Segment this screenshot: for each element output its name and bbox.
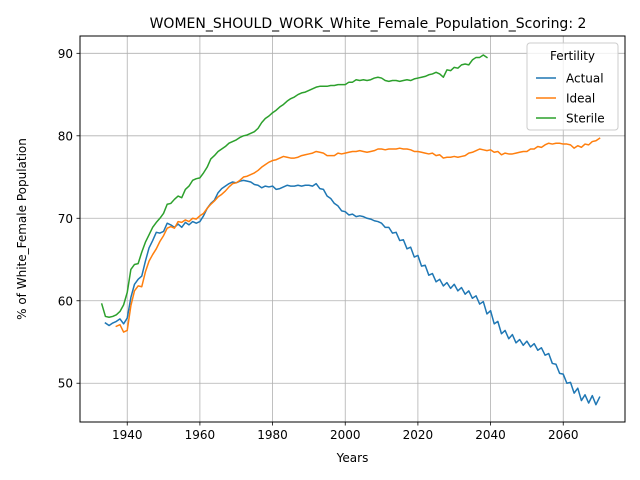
legend-title: Fertility (550, 49, 595, 63)
axis-ticks: 1940 1960 1980 2000 2020 2040 2060 50 60 70 80 90 (58, 47, 579, 442)
x-tick-label: 2060 (548, 428, 579, 442)
series-line-actual (104, 179, 601, 406)
chart-title: WOMEN_SHOULD_WORK_White_Female_Populatio… (150, 16, 587, 32)
x-tick-label: 2000 (330, 428, 361, 442)
grid (80, 36, 625, 422)
y-tick-label: 80 (58, 129, 73, 143)
series-line-sterile (100, 54, 488, 318)
x-tick-label: 2040 (475, 428, 506, 442)
series-lines (100, 54, 601, 406)
legend-box (526, 42, 619, 131)
y-tick-label: 50 (58, 377, 73, 391)
x-tick-label: 1940 (112, 428, 143, 442)
x-tick-label: 1980 (257, 428, 288, 442)
series-line-ideal (115, 137, 601, 333)
legend-label-sterile: Sterile (566, 112, 605, 126)
x-tick-label: 1960 (185, 428, 216, 442)
y-tick-label: 70 (58, 212, 73, 226)
plot-area-frame (79, 35, 626, 423)
y-tick-label: 60 (58, 294, 73, 308)
y-tick-label: 90 (58, 47, 73, 61)
x-tick-label: 2020 (403, 428, 434, 442)
y-axis-label: % of White_Female Population (15, 138, 29, 320)
x-axis-label: Years (336, 451, 369, 465)
legend: Fertility Actual Ideal Sterile (526, 42, 619, 131)
legend-label-actual: Actual (566, 72, 604, 86)
legend-label-ideal: Ideal (566, 92, 595, 106)
